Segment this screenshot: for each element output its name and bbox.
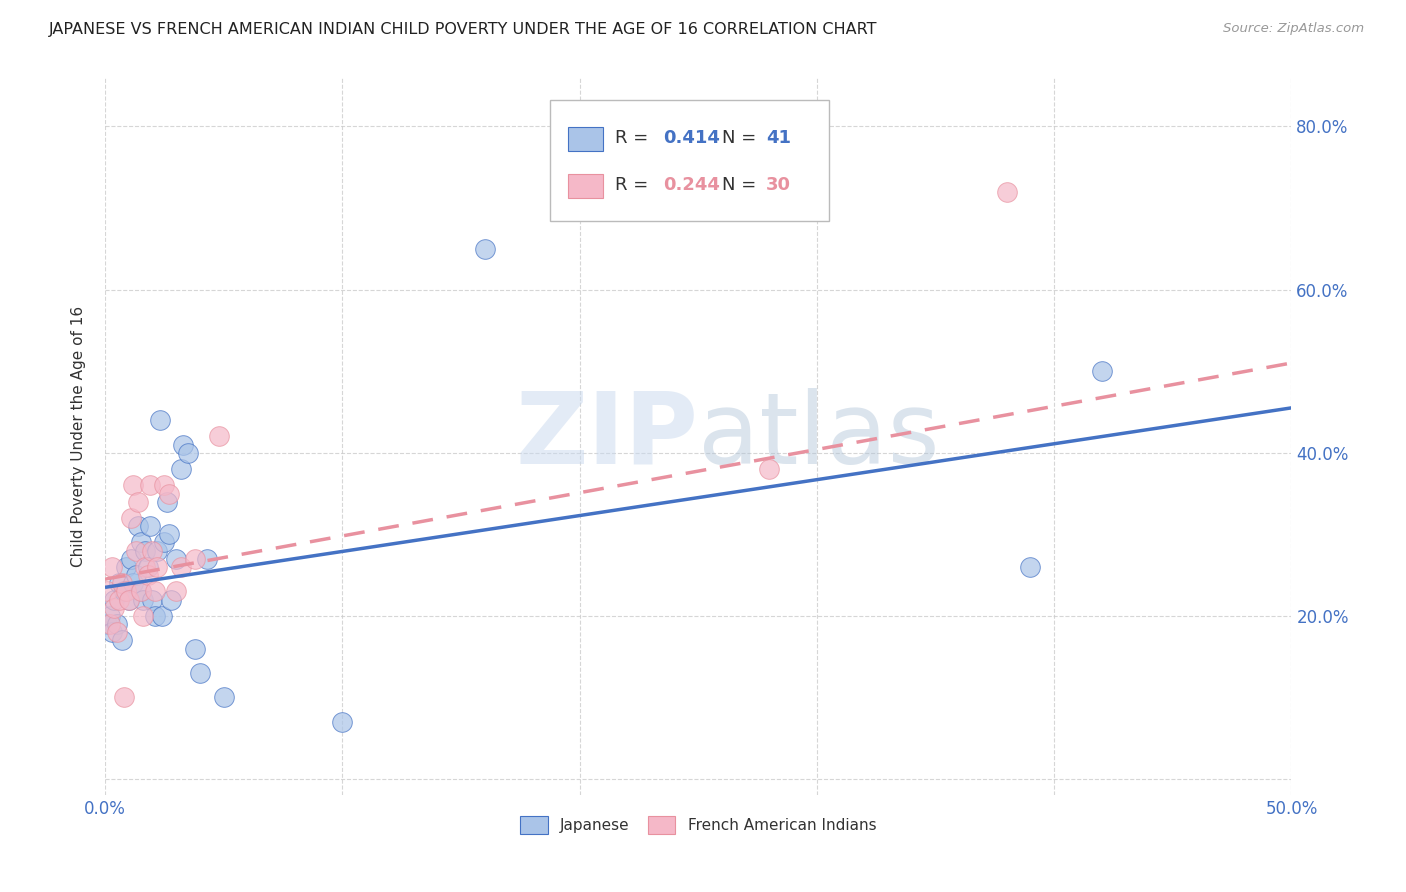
Point bbox=[101, 560, 124, 574]
Point bbox=[127, 519, 149, 533]
Point bbox=[143, 608, 166, 623]
Text: N =: N = bbox=[721, 176, 762, 194]
Point bbox=[160, 592, 183, 607]
Point bbox=[118, 592, 141, 607]
Point bbox=[115, 560, 138, 574]
Point bbox=[170, 462, 193, 476]
Legend: Japanese, French American Indians: Japanese, French American Indians bbox=[520, 816, 876, 834]
Point bbox=[141, 543, 163, 558]
Point bbox=[129, 584, 152, 599]
Point bbox=[165, 551, 187, 566]
Point bbox=[122, 576, 145, 591]
Point bbox=[134, 560, 156, 574]
Text: R =: R = bbox=[616, 129, 654, 147]
Point bbox=[330, 714, 353, 729]
Point bbox=[103, 600, 125, 615]
Point bbox=[474, 242, 496, 256]
Point bbox=[125, 543, 148, 558]
FancyBboxPatch shape bbox=[550, 101, 828, 221]
Point bbox=[136, 560, 159, 574]
Point bbox=[108, 592, 131, 607]
Text: Source: ZipAtlas.com: Source: ZipAtlas.com bbox=[1223, 22, 1364, 36]
Text: 0.244: 0.244 bbox=[662, 176, 720, 194]
Point bbox=[108, 576, 131, 591]
Point bbox=[105, 625, 128, 640]
Point bbox=[1019, 560, 1042, 574]
Point bbox=[195, 551, 218, 566]
Point bbox=[157, 527, 180, 541]
Point bbox=[1091, 364, 1114, 378]
Bar bbox=[568, 174, 603, 198]
Point bbox=[127, 494, 149, 508]
Point bbox=[120, 551, 142, 566]
Point bbox=[112, 690, 135, 705]
Point bbox=[96, 584, 118, 599]
Point bbox=[98, 608, 121, 623]
Text: JAPANESE VS FRENCH AMERICAN INDIAN CHILD POVERTY UNDER THE AGE OF 16 CORRELATION: JAPANESE VS FRENCH AMERICAN INDIAN CHILD… bbox=[49, 22, 877, 37]
Point bbox=[150, 608, 173, 623]
Point bbox=[96, 617, 118, 632]
Point bbox=[184, 551, 207, 566]
Point bbox=[153, 535, 176, 549]
Point bbox=[112, 584, 135, 599]
Point bbox=[105, 617, 128, 632]
Point bbox=[170, 560, 193, 574]
Point bbox=[134, 543, 156, 558]
Point bbox=[122, 478, 145, 492]
Point bbox=[758, 462, 780, 476]
Point bbox=[136, 568, 159, 582]
Point bbox=[139, 519, 162, 533]
Point bbox=[212, 690, 235, 705]
Point bbox=[148, 413, 170, 427]
Point bbox=[132, 592, 155, 607]
Point bbox=[184, 641, 207, 656]
Point bbox=[143, 584, 166, 599]
Point bbox=[188, 666, 211, 681]
Point bbox=[153, 478, 176, 492]
Point bbox=[139, 478, 162, 492]
Point bbox=[110, 576, 132, 591]
Point bbox=[125, 568, 148, 582]
Point bbox=[146, 543, 169, 558]
Point bbox=[129, 535, 152, 549]
Point bbox=[208, 429, 231, 443]
Point bbox=[141, 592, 163, 607]
Point bbox=[995, 185, 1018, 199]
Text: N =: N = bbox=[721, 129, 762, 147]
Point bbox=[177, 446, 200, 460]
Point bbox=[146, 560, 169, 574]
Point bbox=[115, 584, 138, 599]
Point bbox=[103, 592, 125, 607]
Y-axis label: Child Poverty Under the Age of 16: Child Poverty Under the Age of 16 bbox=[72, 306, 86, 567]
Point bbox=[156, 494, 179, 508]
Point bbox=[132, 608, 155, 623]
Text: atlas: atlas bbox=[699, 388, 939, 485]
Point bbox=[129, 584, 152, 599]
Text: ZIP: ZIP bbox=[516, 388, 699, 485]
Point bbox=[157, 486, 180, 500]
Text: R =: R = bbox=[616, 176, 654, 194]
Point bbox=[118, 592, 141, 607]
Point bbox=[120, 511, 142, 525]
Bar bbox=[568, 127, 603, 152]
Point bbox=[98, 617, 121, 632]
Text: 30: 30 bbox=[766, 176, 790, 194]
Text: 41: 41 bbox=[766, 129, 790, 147]
Text: 0.414: 0.414 bbox=[662, 129, 720, 147]
Point bbox=[101, 625, 124, 640]
Point bbox=[165, 584, 187, 599]
Point bbox=[110, 633, 132, 648]
Point bbox=[172, 437, 194, 451]
